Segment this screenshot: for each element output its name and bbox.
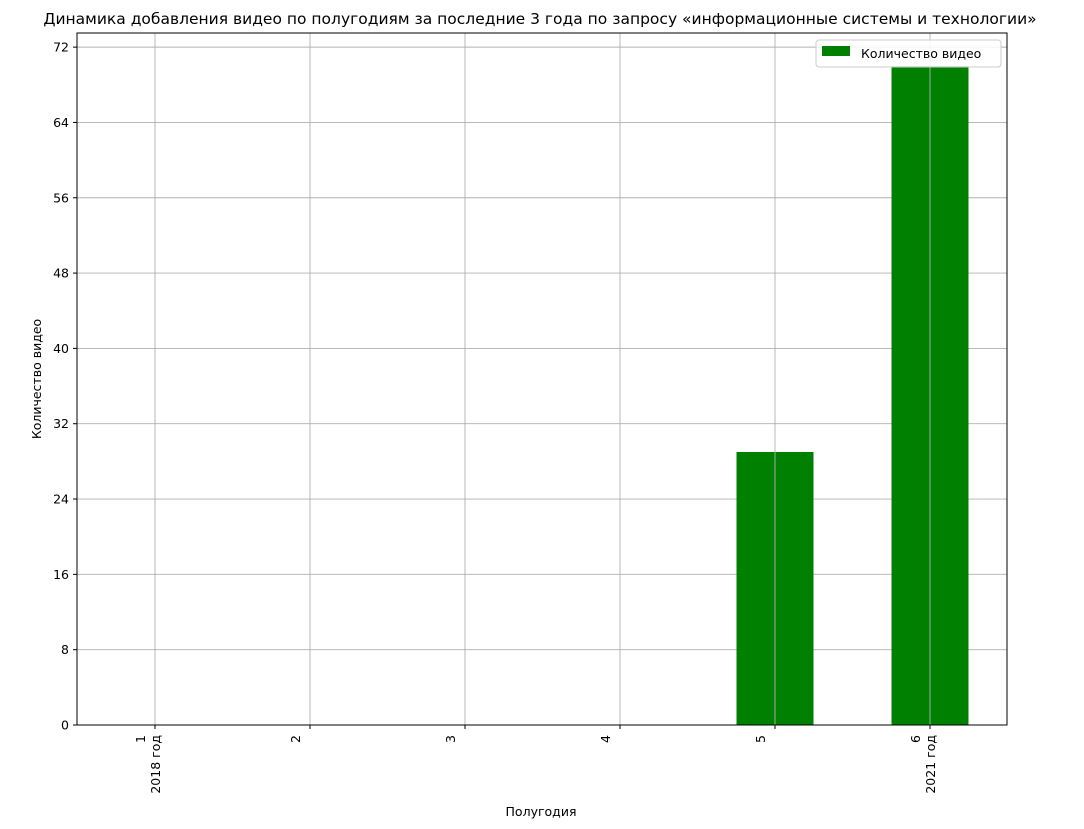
bars (736, 65, 969, 725)
x-tick-label: 5 (753, 735, 768, 743)
y-axis: 0 8 16 24 32 40 48 56 64 72 (53, 40, 77, 733)
chart-title: Динамика добавления видео по полугодиям … (43, 10, 1036, 28)
x-tick-label: 3 (443, 735, 458, 743)
y-tick-label: 8 (61, 642, 69, 657)
legend-label: Количество видео (861, 46, 981, 61)
y-tick-label: 0 (61, 718, 69, 733)
y-tick-label: 48 (53, 266, 69, 281)
x-axis-label: Полугодия (506, 804, 577, 819)
y-tick-label: 64 (53, 115, 69, 130)
x-tick-label: 6 (908, 735, 923, 743)
x-tick-label: 1 (133, 735, 148, 743)
x-tick-label: 4 (598, 735, 613, 743)
legend: Количество видео (815, 39, 1002, 68)
y-axis-label: Количество видео (29, 319, 44, 439)
y-tick-label: 40 (53, 341, 69, 356)
x-axis: 1 2018 год 2 3 4 5 6 2021 год (133, 725, 938, 794)
y-tick-label: 32 (53, 416, 69, 431)
x-tick-sublabel: 2018 год (148, 735, 163, 794)
legend-box (815, 39, 1002, 68)
x-tick-label: 2 (288, 735, 303, 743)
grid (77, 46, 1007, 726)
y-tick-label: 56 (53, 190, 69, 205)
legend-swatch (822, 46, 850, 56)
y-tick-label: 72 (53, 40, 69, 55)
y-tick-label: 24 (53, 492, 69, 507)
vertical-grid (154, 33, 931, 725)
x-tick-sublabel: 2021 год (923, 735, 938, 794)
y-tick-label: 16 (53, 567, 69, 582)
plot-frame (76, 32, 1008, 726)
